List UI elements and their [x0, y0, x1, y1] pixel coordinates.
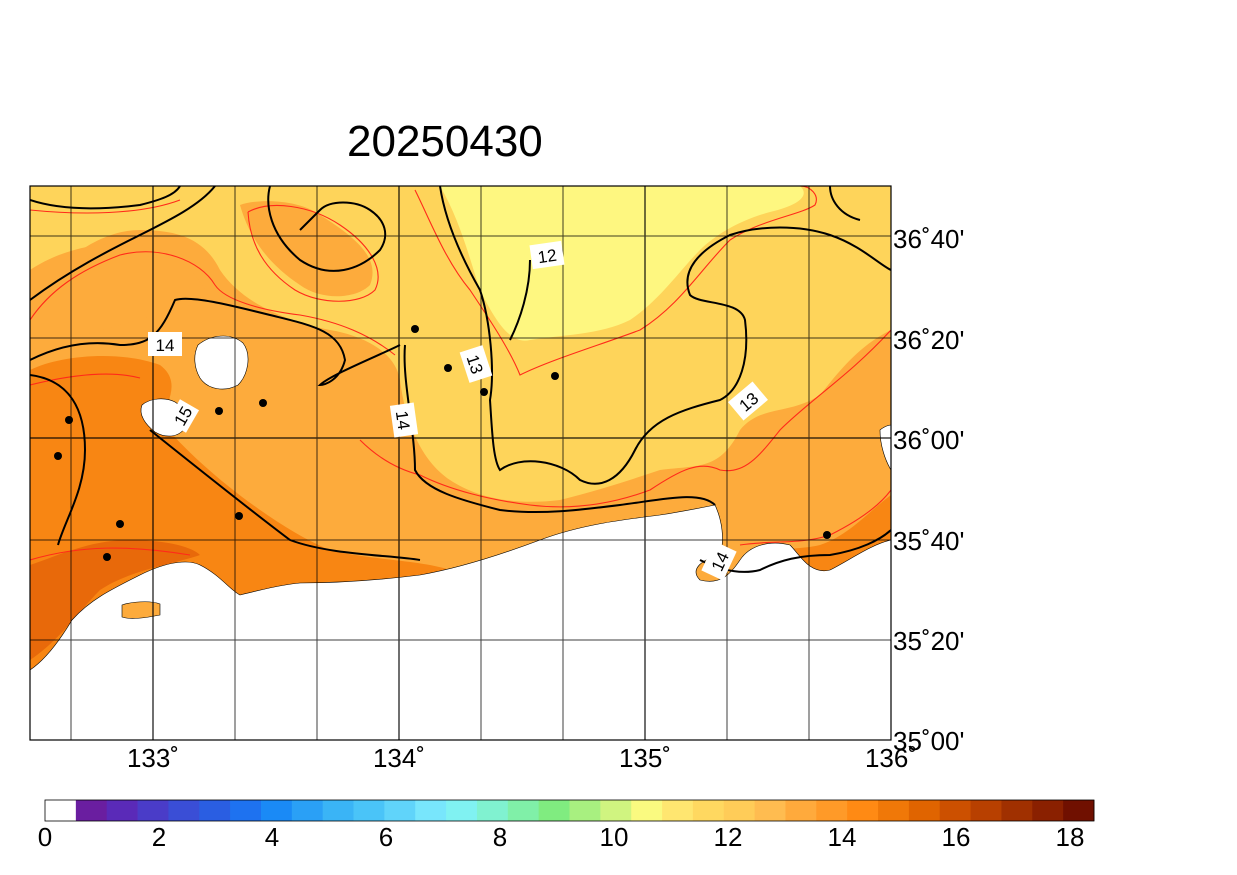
land-oki-island: [194, 335, 249, 390]
colorbar-swatch: [878, 800, 910, 821]
colorbar-swatch: [1063, 800, 1095, 821]
lon-tick-label: 135˚: [619, 743, 671, 773]
land-small-isle: [121, 601, 161, 619]
lat-tick-label: 36˚40': [893, 224, 964, 254]
colorbar-swatch: [662, 800, 694, 821]
lon-tick-label: 136˚: [865, 743, 917, 773]
contour-label: 13: [463, 353, 487, 377]
colorbar-swatch: [137, 800, 169, 821]
station-dot: [259, 399, 267, 407]
colorbar-swatch: [106, 800, 138, 821]
land-east-coast: [879, 424, 891, 471]
lon-tick-label: 133˚: [127, 743, 179, 773]
colorbar-swatch: [1032, 800, 1064, 821]
colorbar-swatch: [631, 800, 663, 821]
colorbar-swatch: [785, 800, 817, 821]
colorbar-swatch: [291, 800, 324, 821]
colorbar-swatch: [45, 800, 77, 821]
contour-label: 12: [537, 246, 558, 267]
station-dot: [116, 520, 124, 528]
colorbar-label: 12: [714, 822, 743, 852]
lat-tick-label: 35˚00': [893, 726, 964, 756]
station-dot: [65, 416, 73, 424]
contour-label: 14: [156, 336, 175, 355]
colorbar-swatch: [1001, 800, 1033, 821]
grid-lines: [30, 186, 891, 740]
colorbar-swatch: [75, 800, 108, 821]
station-dot: [235, 512, 243, 520]
station-markers: [54, 325, 831, 561]
station-dot: [103, 553, 111, 561]
lat-axis: 36˚40' 36˚20' 36˚00' 35˚40' 35˚20' 35˚00…: [893, 224, 964, 756]
colorbar-swatch: [816, 800, 848, 821]
map-title: 20250430: [347, 117, 543, 166]
station-dot: [444, 364, 452, 372]
colorbar-label: 8: [493, 822, 507, 852]
sst-16-field: [30, 540, 200, 660]
colorbar-swatch: [230, 800, 262, 821]
colorbar-swatch: [199, 800, 231, 821]
colorbar-swatch: [538, 800, 570, 821]
station-dot: [480, 388, 488, 396]
station-dot: [411, 325, 419, 333]
lon-axis: 133˚ 134˚ 135˚ 136˚: [127, 743, 917, 773]
colorbar-frame: [44, 799, 1095, 822]
colorbar-label: 18: [1056, 822, 1085, 852]
colorbar-label: 16: [942, 822, 971, 852]
contour-label: 14: [392, 410, 413, 431]
colorbar-label: 0: [38, 822, 52, 852]
colorbar-swatch: [908, 800, 941, 821]
colorbar-swatch: [600, 800, 632, 821]
land-honshu: [30, 504, 891, 740]
colorbar-swatch: [569, 800, 601, 821]
lon-tick-label: 134˚: [373, 743, 425, 773]
colorbar-swatch: [168, 800, 200, 821]
colorbar-swatch: [415, 800, 447, 821]
red-contours: [30, 186, 891, 561]
colorbar-label: 6: [379, 822, 393, 852]
colorbar-swatch: [970, 800, 1002, 821]
colorbar-swatch: [754, 800, 786, 821]
colorbar: [44, 799, 1095, 822]
colorbar-swatch: [446, 800, 478, 821]
colorbar-swatch: [322, 800, 354, 821]
colorbar-swatch: [507, 800, 540, 821]
station-dot: [823, 531, 831, 539]
lat-tick-label: 35˚20': [893, 626, 964, 656]
colorbar-swatch: [384, 800, 416, 821]
lat-tick-label: 35˚40': [893, 526, 964, 556]
colorbar-swatch: [939, 800, 971, 821]
colorbar-swatch: [260, 800, 293, 821]
colorbar-swatch: [692, 800, 725, 821]
map-area: [30, 186, 891, 740]
lat-tick-label: 36˚00': [893, 425, 964, 455]
station-dot: [215, 407, 223, 415]
colorbar-swatch: [353, 800, 385, 821]
colorbar-labels: 0 2 4 6 8 10 12 14 16 18: [38, 822, 1085, 852]
map-frame: [29, 185, 892, 741]
contour-label-group: 12 13 14 13 14 14 15: [148, 240, 768, 581]
colorbar-label: 14: [828, 822, 857, 852]
station-dot: [54, 452, 62, 460]
colorbar-label: 4: [265, 822, 279, 852]
colorbar-label: 10: [600, 822, 629, 852]
sst-12-field: [440, 186, 804, 341]
colorbar-label: 2: [152, 822, 166, 852]
lat-tick-label: 36˚20': [893, 325, 964, 355]
colorbar-swatch: [476, 800, 509, 821]
colorbar-swatch: [723, 800, 756, 821]
station-dot: [551, 372, 559, 380]
colorbar-swatch: [847, 800, 879, 821]
